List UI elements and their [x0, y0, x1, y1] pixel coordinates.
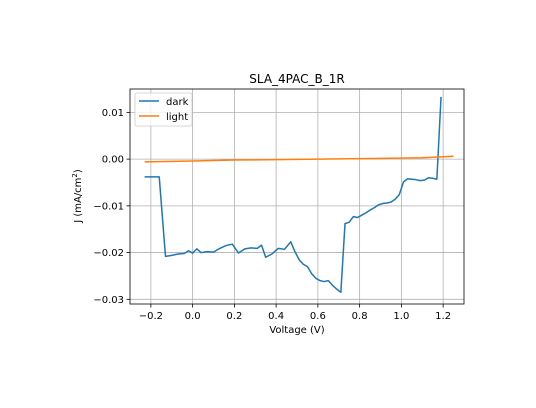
- grid: [130, 89, 464, 304]
- x-axis-label: Voltage (V): [269, 325, 324, 336]
- x-tick-label: −0.2: [139, 311, 163, 322]
- y-axis-label-close: ): [73, 169, 84, 173]
- series-line-dark: [144, 96, 442, 294]
- x-tick-label: 0.4: [268, 311, 284, 322]
- legend: dark light: [134, 92, 193, 127]
- y-axis-label-superscript: 2: [71, 173, 79, 177]
- x-tick-label: 1.0: [393, 311, 409, 322]
- x-tick-label: 0.2: [226, 311, 242, 322]
- y-tick-label: −0.03: [93, 295, 124, 306]
- y-tick-label: 0.01: [102, 108, 124, 119]
- y-tick-label: −0.02: [93, 248, 124, 259]
- chart-title: SLA_4PAC_B_1R: [249, 72, 344, 86]
- y-tick-label: 0.00: [102, 155, 124, 166]
- x-tick-label: 0.8: [352, 311, 368, 322]
- y-axis-label: J (mA/cm2): [71, 169, 84, 224]
- x-tick-label: 0.6: [310, 311, 326, 322]
- x-tick-label: 1.2: [435, 311, 451, 322]
- legend-label-dark: dark: [166, 97, 189, 108]
- legend-label-light: light: [166, 112, 188, 123]
- y-tick-label: −0.01: [93, 201, 124, 212]
- plot-frame: [129, 88, 465, 305]
- series-line-light: [144, 155, 454, 163]
- series-layer: [144, 96, 454, 294]
- ticks: −0.2 0.0 0.2 0.4 0.6 0.8 1.0 1.2 −0.03 −0.02 −0.01…: [93, 108, 451, 322]
- y-axis-label-main: J (mA/cm: [73, 178, 84, 224]
- x-tick-label: 0.0: [185, 311, 201, 322]
